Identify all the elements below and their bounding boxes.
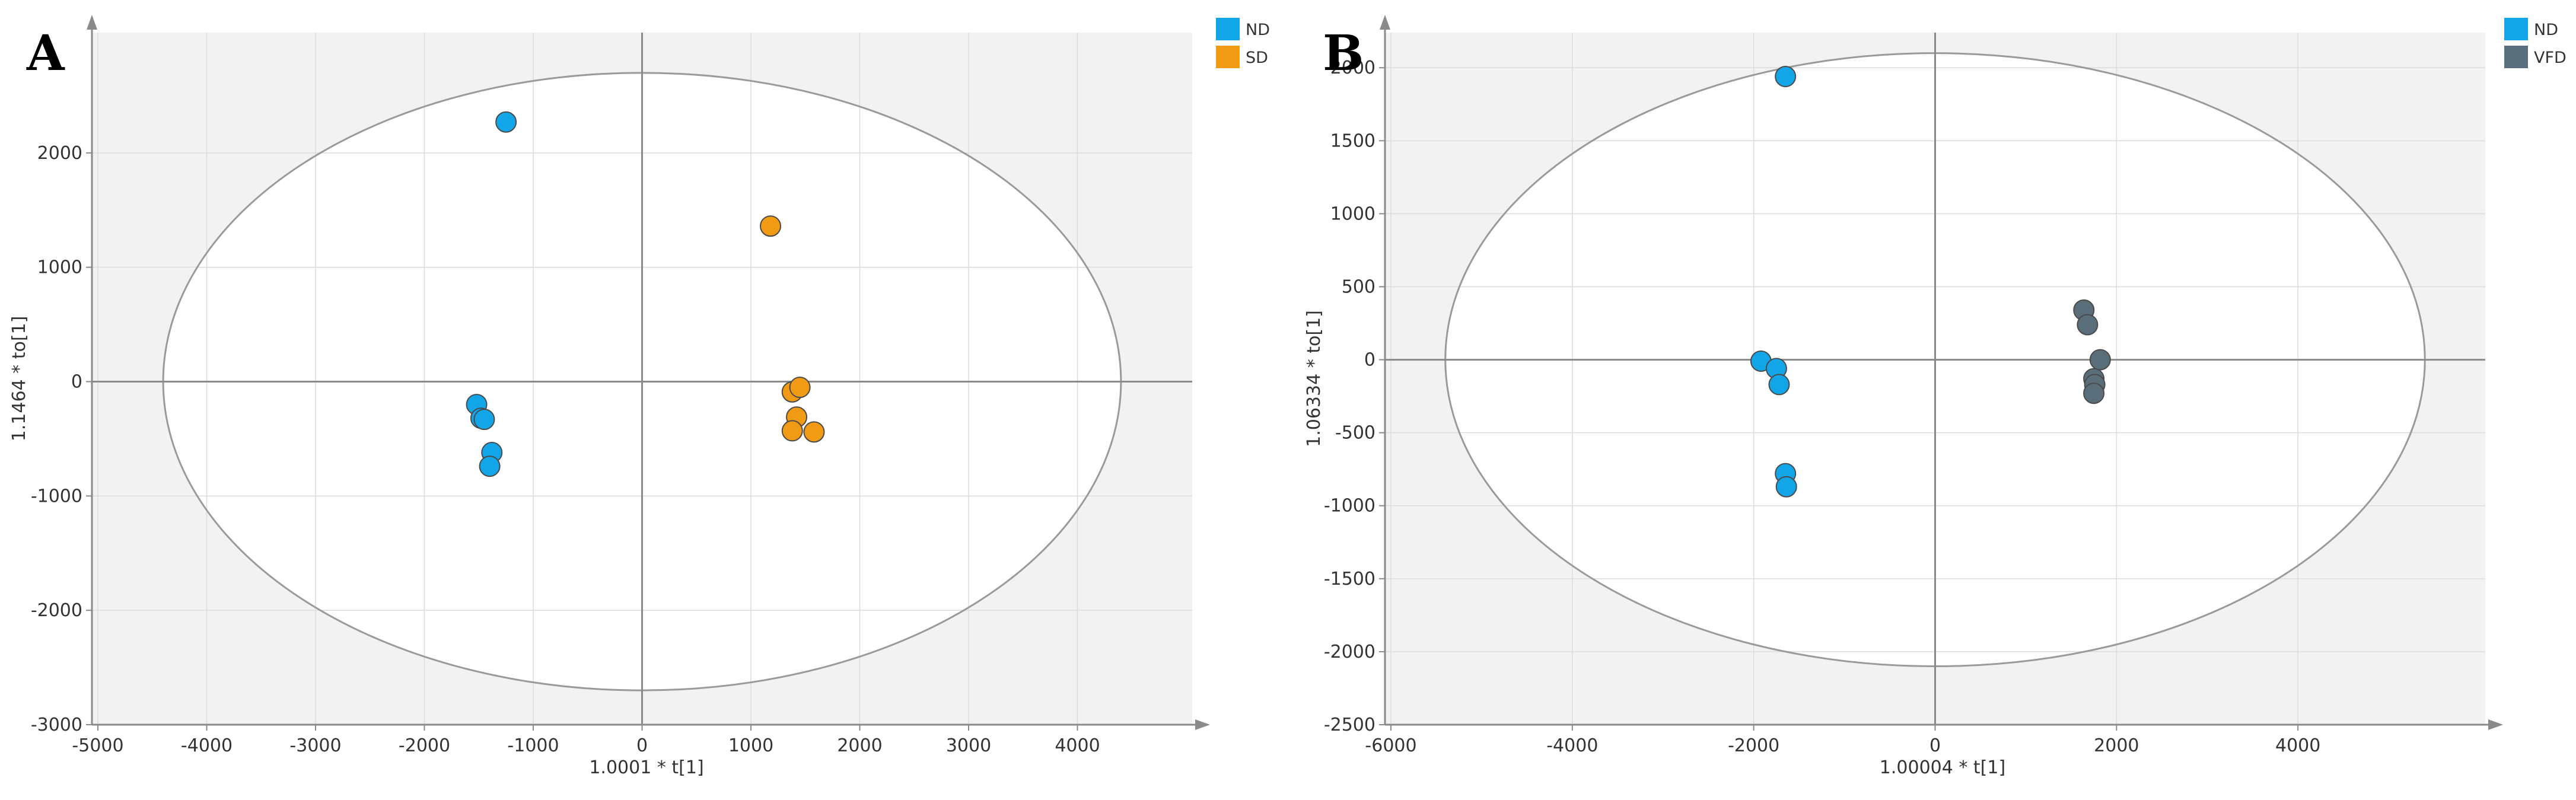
legend-label-vfd: VFD — [2534, 49, 2567, 67]
data-point-sd — [803, 421, 825, 443]
y-axis-label: 1.1464 * to[1] — [9, 316, 30, 442]
y-tick-label: -500 — [1335, 423, 1375, 444]
series-sd — [760, 215, 825, 443]
y-tick-label: -2000 — [1324, 642, 1375, 662]
panel-letter: B — [1323, 25, 1364, 82]
y-tick-label: -2000 — [31, 600, 82, 621]
data-point-nd — [1775, 476, 1797, 498]
x-tick-label: 4000 — [2275, 735, 2320, 756]
legend-swatch-vfd — [2504, 46, 2528, 68]
x-axis-arrow — [1195, 719, 1210, 730]
y-axis-arrow — [1380, 15, 1390, 30]
y-axis-label: 1.06334 * to[1] — [1304, 310, 1324, 447]
x-tick-label: -4000 — [1546, 735, 1598, 756]
y-tick-label: 0 — [1364, 350, 1375, 371]
x-axis-arrow — [2488, 719, 2503, 730]
y-tick-label: 1000 — [37, 257, 82, 278]
panel-a: -5000 -4000 -3000 -2000 -1000 0 1000 2000 3000 40… — [9, 15, 1270, 778]
data-point-vfd — [2089, 349, 2111, 371]
data-point-sd — [789, 377, 811, 399]
series-vfd — [2073, 299, 2111, 404]
y-tick-label: 1000 — [1330, 203, 1375, 224]
series-nd — [466, 111, 517, 477]
y-tick-label: 1500 — [1330, 130, 1375, 151]
data-point-nd — [1775, 66, 1797, 88]
legend-label-sd: SD — [1246, 49, 1268, 67]
data-point-vfd — [2077, 314, 2099, 336]
y-tick-label: 500 — [1342, 276, 1375, 297]
y-tick-label: -1000 — [31, 486, 82, 506]
x-axis-label: 1.00004 * t[1] — [1880, 757, 2005, 778]
data-point-nd — [473, 409, 495, 431]
legend-label-nd: ND — [2534, 21, 2558, 39]
legend-label-nd: ND — [1246, 21, 1270, 39]
x-tick-label: 3000 — [946, 735, 991, 756]
series-nd — [1750, 66, 1797, 498]
data-point-sd — [781, 420, 803, 442]
x-tick-label: -1000 — [507, 735, 559, 756]
legend-swatch-nd — [2504, 18, 2528, 40]
y-tick-label: 0 — [71, 372, 82, 393]
x-tick-label: 4000 — [1055, 735, 1100, 756]
x-tick-label: 1000 — [728, 735, 773, 756]
x-tick-label: -2000 — [399, 735, 450, 756]
data-point-vfd — [2083, 383, 2105, 404]
panel-letter: A — [26, 25, 65, 82]
y-tick-label: -1500 — [1324, 569, 1375, 589]
data-point-nd — [479, 455, 501, 477]
x-tick-label: -6000 — [1365, 735, 1416, 756]
data-point-nd — [495, 111, 517, 133]
data-point-sd — [760, 215, 782, 237]
x-tick-label: 0 — [636, 735, 648, 756]
x-tick-label: 2000 — [2094, 735, 2139, 756]
x-tick-label: -4000 — [181, 735, 233, 756]
legend-swatch-sd — [1216, 46, 1240, 68]
x-axis-label: 1.0001 * t[1] — [589, 757, 703, 778]
x-tick-label: 0 — [1929, 735, 1941, 756]
y-tick-label: -2500 — [1324, 715, 1375, 735]
y-tick-label: -3000 — [31, 715, 82, 735]
y-tick-label: 2000 — [1330, 58, 1375, 78]
x-tick-label: 2000 — [837, 735, 882, 756]
x-tick-label: -5000 — [72, 735, 123, 756]
y-axis-arrow — [87, 15, 97, 30]
legend: ND SD — [1216, 18, 1270, 68]
x-tick-label: -3000 — [289, 735, 341, 756]
x-tick-label: -2000 — [1728, 735, 1779, 756]
panel-b: -6000 -4000 -2000 0 2000 4000 -2500 -2000 -1500 -… — [1304, 15, 2567, 778]
legend-swatch-nd — [1216, 18, 1240, 40]
y-tick-label: 2000 — [37, 143, 82, 164]
data-point-nd — [1768, 374, 1790, 396]
legend: ND VFD — [2504, 18, 2567, 68]
y-tick-label: -1000 — [1324, 496, 1375, 517]
